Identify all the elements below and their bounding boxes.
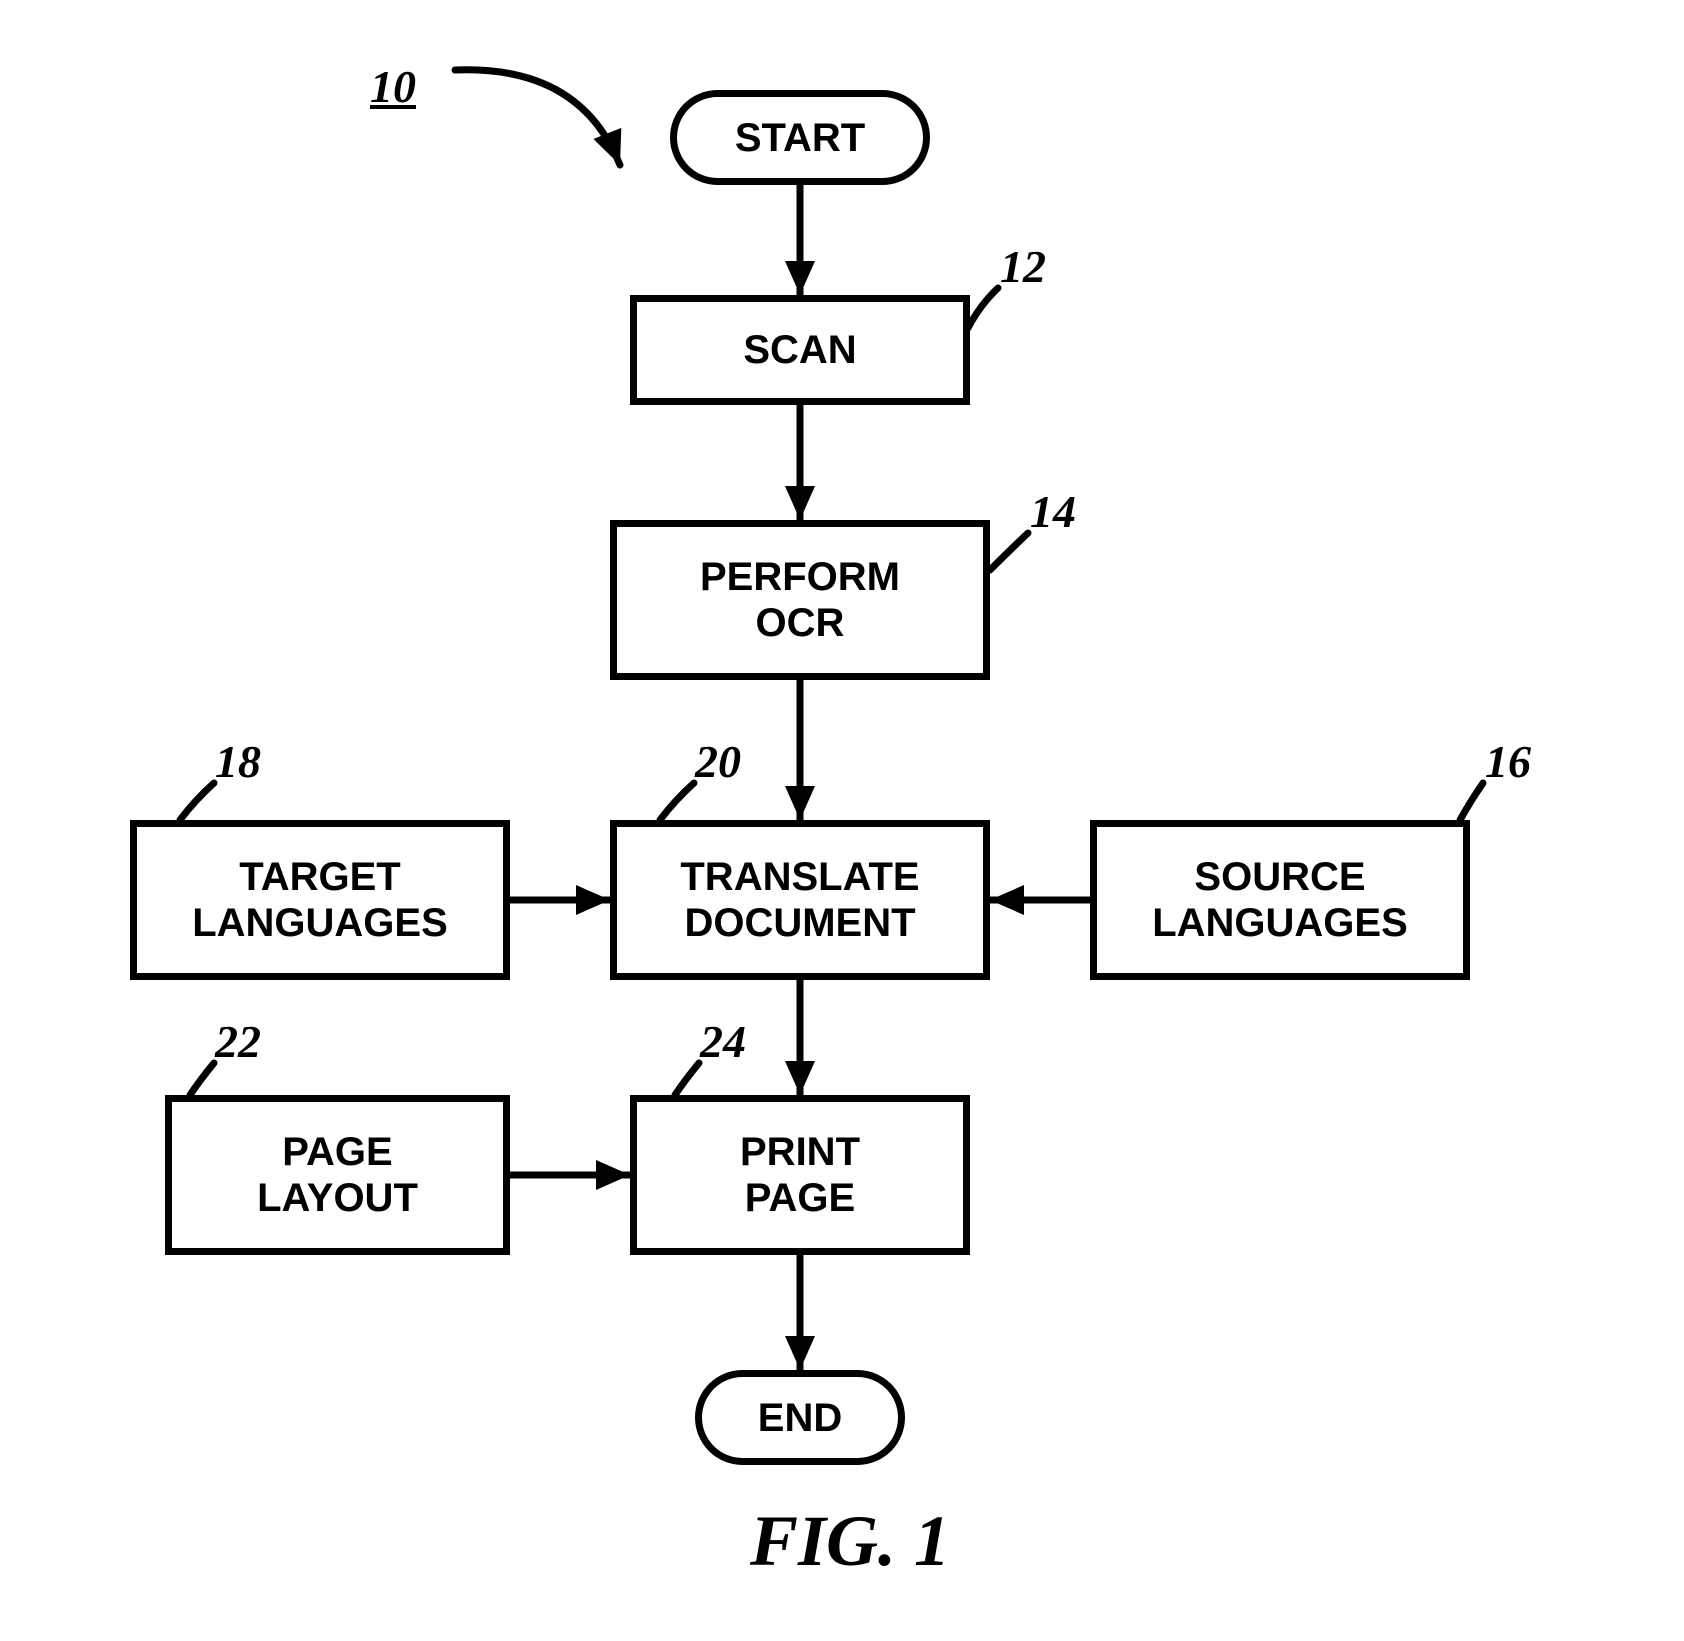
node-start: START <box>670 90 930 185</box>
ref-layout: 22 <box>215 1015 285 1070</box>
ref-print: 24 <box>700 1015 770 1070</box>
figure-caption: FIG. 1 <box>700 1500 1000 1590</box>
node-layout: PAGE LAYOUT <box>165 1095 510 1255</box>
node-end: END <box>695 1370 905 1465</box>
ref-ocr: 14 <box>1030 485 1100 540</box>
node-scan: SCAN <box>630 295 970 405</box>
node-ocr: PERFORM OCR <box>610 520 990 680</box>
node-source: SOURCE LANGUAGES <box>1090 820 1470 980</box>
node-print: PRINT PAGE <box>630 1095 970 1255</box>
ref-translate: 20 <box>695 735 765 790</box>
flowchart-canvas: FIG. 1 START SCAN 12 PERFORM OCR 14 TARGET LA… <box>0 0 1684 1641</box>
figure-ref: 10 <box>370 60 450 115</box>
node-translate: TRANSLATE DOCUMENT <box>610 820 990 980</box>
ref-source: 16 <box>1485 735 1555 790</box>
ref-scan: 12 <box>1000 240 1070 295</box>
ref-target: 18 <box>215 735 285 790</box>
node-target: TARGET LANGUAGES <box>130 820 510 980</box>
